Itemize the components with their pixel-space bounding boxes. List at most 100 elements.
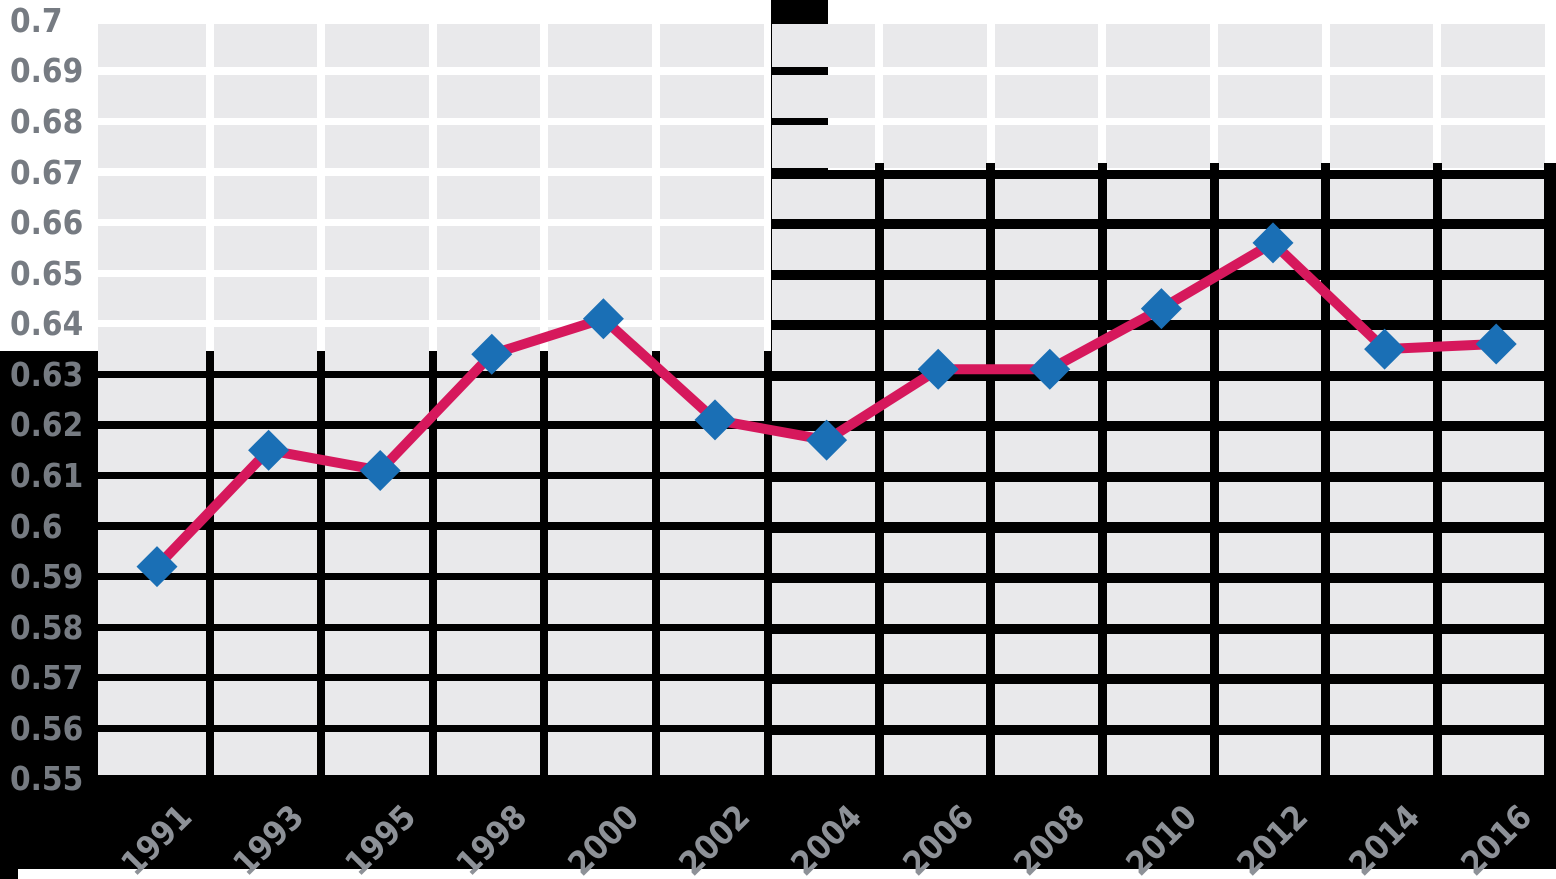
grid-cell — [325, 24, 429, 68]
grid-cell — [1329, 731, 1434, 776]
grid-cell — [1329, 125, 1434, 169]
grid-cell — [436, 276, 541, 321]
dark-horizontal-gridline — [772, 270, 1549, 280]
grid-cell — [1218, 529, 1322, 574]
grid-cell — [994, 630, 1099, 675]
grid-cell — [1106, 175, 1210, 220]
grid-cell — [1218, 479, 1322, 523]
grid-cell — [213, 125, 318, 169]
y-tick-label: 0.7 — [10, 0, 63, 40]
grid-cell — [548, 24, 652, 68]
dark-horizontal-gridline — [772, 675, 1549, 685]
dark-vertical-gridline — [1432, 163, 1442, 779]
grid-cell — [883, 731, 987, 776]
grid-cell — [325, 125, 429, 169]
grid-cell — [771, 24, 876, 68]
grid-cell — [436, 630, 541, 675]
grid-cell — [660, 327, 764, 371]
grid-cell — [994, 681, 1099, 725]
grid-cell — [771, 681, 876, 725]
grid-cell — [548, 479, 652, 523]
grid-cell — [436, 580, 541, 624]
dark-horizontal-gridline — [772, 473, 1549, 483]
grid-cell — [660, 580, 764, 624]
data-point-marker — [248, 429, 290, 471]
dark-horizontal-gridline — [772, 220, 1549, 230]
y-tick-label: 0.66 — [10, 203, 84, 243]
grid-cell — [325, 226, 429, 270]
grid-cell — [771, 731, 876, 776]
grid-cell — [1218, 74, 1322, 118]
grid-cell — [1106, 125, 1210, 169]
data-point-marker — [1364, 328, 1406, 370]
grid-cell — [1441, 276, 1545, 321]
dark-vertical-gridline — [986, 163, 996, 779]
grid-cell — [98, 630, 206, 675]
grid-cell — [436, 175, 541, 220]
grid-cell — [1329, 428, 1434, 472]
grid-cell — [1329, 529, 1434, 574]
grid-cell — [1106, 580, 1210, 624]
grid-cell — [98, 24, 206, 68]
grid-cell — [325, 276, 429, 321]
grid-cell — [213, 226, 318, 270]
data-point-marker — [917, 348, 959, 390]
grid-cell — [1329, 479, 1434, 523]
grid-cell — [660, 630, 764, 675]
grid-cell — [771, 175, 876, 220]
grid-cell — [436, 24, 541, 68]
dark-horizontal-gridline — [772, 624, 1549, 634]
grid-cell — [1441, 377, 1545, 422]
grid-cell — [771, 327, 876, 371]
y-tick-label: 0.61 — [10, 456, 84, 496]
grid-cell — [660, 276, 764, 321]
data-point-marker — [806, 419, 848, 461]
grid-cell — [660, 175, 764, 220]
grid-cell — [1441, 529, 1545, 574]
grid-cell — [213, 74, 318, 118]
grid-cell — [994, 24, 1099, 68]
grid-cell — [883, 24, 987, 68]
y-tick-label: 0.59 — [10, 557, 84, 597]
grid-cell — [436, 479, 541, 523]
grid-cell — [994, 529, 1099, 574]
dark-horizontal-gridline — [772, 422, 1549, 432]
grid-cell — [883, 479, 987, 523]
grid-cell — [883, 681, 987, 725]
grid-cell — [1441, 24, 1545, 68]
grid-cell — [1441, 428, 1545, 472]
y-tick-label: 0.63 — [10, 354, 84, 394]
grid-cell — [994, 479, 1099, 523]
grid-cell — [994, 276, 1099, 321]
grid-cell — [1218, 377, 1322, 422]
grid-cell — [436, 681, 541, 725]
grid-cell — [548, 428, 652, 472]
grid-cell — [98, 175, 206, 220]
y-tick-label: 0.6 — [10, 506, 63, 546]
grid-cell — [1218, 276, 1322, 321]
grid-cell — [325, 327, 429, 371]
grid-cell — [883, 630, 987, 675]
dark-vertical-gridline — [1097, 163, 1107, 779]
grid-cell — [1441, 681, 1545, 725]
grid-cell — [994, 428, 1099, 472]
y-tick-label: 0.55 — [10, 759, 84, 799]
dark-vertical-gridline — [1209, 163, 1219, 779]
grid-cell — [994, 125, 1099, 169]
grid-cell — [1329, 175, 1434, 220]
grid-cell — [98, 428, 206, 472]
grid-cell — [994, 175, 1099, 220]
grid-cell — [771, 479, 876, 523]
grid-cell — [548, 529, 652, 574]
grid-cell — [98, 327, 206, 371]
dark-vertical-gridline — [1544, 163, 1556, 779]
grid-cell — [98, 74, 206, 118]
grid-cell — [771, 226, 876, 270]
grid-cell — [771, 580, 876, 624]
grid-cell — [1441, 479, 1545, 523]
series-line — [153, 237, 1497, 571]
grid-cell — [98, 479, 206, 523]
grid-cell — [883, 276, 987, 321]
